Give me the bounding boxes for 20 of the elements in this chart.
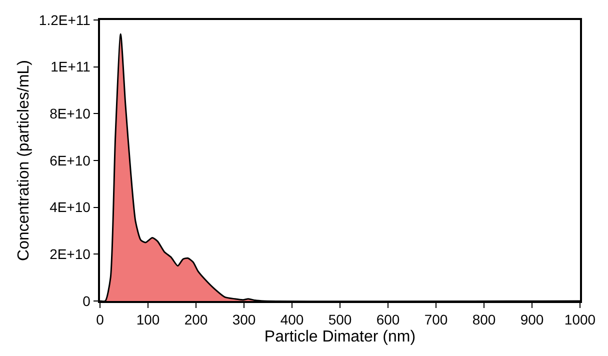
y-tick-label: 8E+10 <box>50 106 91 122</box>
x-tick-label: 700 <box>424 312 448 328</box>
x-tick-label: 400 <box>280 312 304 328</box>
x-tick-label: 800 <box>472 312 496 328</box>
x-tick-label: 300 <box>232 312 256 328</box>
x-tick-label: 100 <box>136 312 160 328</box>
y-tick-label: 2E+10 <box>50 246 91 262</box>
x-axis-title: Particle Dimater (nm) <box>264 328 416 346</box>
x-tick-label: 0 <box>96 312 104 328</box>
y-tick-label: 1.2E+11 <box>38 12 91 28</box>
y-tick-label: 6E+10 <box>50 152 91 168</box>
x-tick-label: 200 <box>184 312 208 328</box>
x-tick-label: 1000 <box>564 312 596 328</box>
x-tick-label: 600 <box>376 312 400 328</box>
x-tick-label: 500 <box>328 312 352 328</box>
y-tick-label: 4E+10 <box>50 199 91 216</box>
x-tick-label: 900 <box>520 312 544 328</box>
y-tick-label: 0 <box>82 292 91 309</box>
y-tick-label: 1E+11 <box>50 58 91 75</box>
y-axis-title: Concentration (particles/mL) <box>15 60 32 261</box>
